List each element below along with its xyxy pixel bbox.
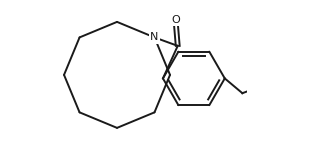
Text: N: N <box>150 32 159 42</box>
Text: O: O <box>172 15 180 25</box>
